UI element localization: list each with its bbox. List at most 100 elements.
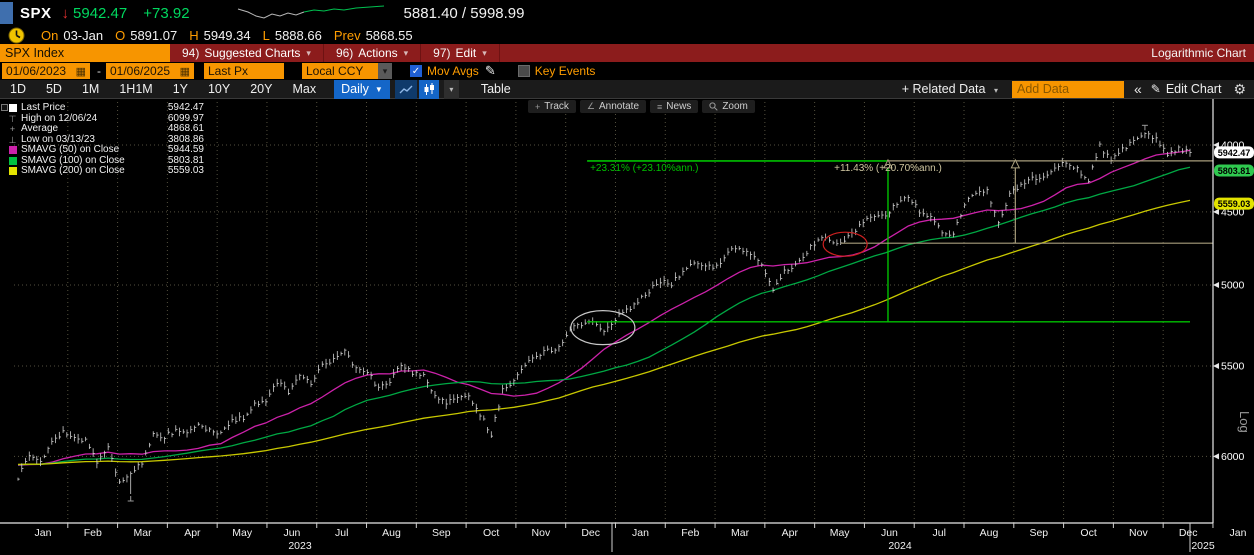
legend-row: Last Price 5942.47: [8, 102, 204, 114]
ticker-symbol: SPX: [20, 4, 52, 22]
legend-row: SMAVG (50) on Close 5944.59: [8, 144, 204, 156]
legend-value: 5944.59: [167, 144, 204, 155]
legend-value: 4868.61: [167, 123, 204, 134]
currency-select[interactable]: Local CCY: [302, 63, 378, 79]
legend-row: SMAVG (100) on Close 5803.81: [8, 155, 204, 167]
low-label: L: [262, 27, 270, 43]
price-chart-canvas[interactable]: +23.31% (+23.10%ann.) +11.43% (+20.70%ann…: [0, 99, 1254, 555]
svg-text:Oct: Oct: [483, 527, 499, 539]
range-button-max[interactable]: Max: [292, 82, 317, 96]
legend-marker-low: ⊥: [8, 134, 17, 145]
price-type-select[interactable]: Last Px: [204, 63, 284, 79]
menu-item-actions[interactable]: 96) Actions ▾: [324, 44, 422, 62]
menu-item-edit[interactable]: 97) Edit ▾: [421, 44, 500, 62]
legend-marker-square: [8, 167, 17, 176]
range-button-1d[interactable]: 1D: [10, 82, 26, 96]
chart-floating-toolbar: + Track ∠ Annotate ≡ News Zoom: [528, 100, 759, 113]
chart-tool-zoom[interactable]: Zoom: [702, 100, 755, 113]
calendar-icon[interactable]: ▦: [75, 65, 86, 78]
range-button-5d[interactable]: 5D: [45, 82, 62, 96]
add-data-input[interactable]: Add Data: [1011, 80, 1124, 98]
related-data-button[interactable]: + Related Data ▾: [902, 82, 998, 96]
chart-tool-annotate[interactable]: ∠ Annotate: [579, 100, 647, 113]
chart-mode-label: Logarithmic Chart: [1151, 46, 1246, 60]
mov-avgs-checkbox[interactable]: ✓: [410, 65, 422, 77]
candle-chart-type-button[interactable]: [418, 79, 439, 99]
svg-text:Aug: Aug: [980, 527, 999, 539]
svg-text:Jun: Jun: [881, 527, 898, 539]
quote-header-row: SPX ↓ 5942.47 +73.92 5881.40 / 5998.99: [0, 0, 1254, 26]
range-button-10y[interactable]: 10Y: [207, 82, 231, 96]
menu-shortcut-number: 96): [335, 46, 354, 60]
chart-area[interactable]: +23.31% (+23.10%ann.) +11.43% (+20.70%ann…: [0, 99, 1254, 555]
svg-text:Jan: Jan: [632, 527, 649, 539]
legend-value: 6099.97: [167, 112, 204, 124]
line-chart-icon: [399, 85, 413, 93]
menu-items: 94) Suggested Charts ▾ 96) Actions ▾ 97) Edit ▾: [170, 44, 500, 62]
svg-text:May: May: [232, 527, 253, 539]
menu-item-label: Edit: [455, 46, 477, 60]
period-select[interactable]: Daily ▼: [334, 79, 390, 99]
range-button-1h1m[interactable]: 1H1M: [119, 82, 153, 96]
svg-text:Sep: Sep: [432, 527, 451, 539]
key-events-label[interactable]: Key Events: [534, 64, 596, 78]
svg-text:Feb: Feb: [681, 527, 699, 539]
legend-marker-avg: +: [9, 124, 16, 134]
edit-chart-button[interactable]: ✎ Edit Chart: [1151, 82, 1222, 96]
svg-text:Dec: Dec: [1179, 527, 1198, 539]
security-field[interactable]: SPX Index: [0, 44, 170, 62]
chart-tool-track[interactable]: + Track: [528, 100, 576, 113]
period-value: Daily: [341, 82, 369, 96]
svg-text:2024: 2024: [888, 540, 912, 552]
svg-text:Nov: Nov: [532, 527, 551, 539]
calendar-icon[interactable]: ▦: [179, 65, 190, 78]
legend-label: High on 12/06/24: [21, 112, 98, 124]
legend-value: 3808.86: [167, 133, 204, 145]
settings-gear-icon[interactable]: ⚙: [1233, 80, 1246, 97]
svg-text:Sep: Sep: [1029, 527, 1048, 539]
date-to-input[interactable]: 01/06/2025 ▦: [106, 63, 194, 79]
on-date: 03-Jan: [63, 27, 104, 43]
mov-avgs-edit-icon[interactable]: ✎: [484, 63, 496, 78]
range-button-20y[interactable]: 20Y: [250, 82, 273, 96]
mov-avgs-label[interactable]: Mov Avgs: [427, 64, 479, 78]
range-button-1m[interactable]: 1M: [81, 82, 100, 96]
date-to-value: 01/06/2025: [110, 64, 171, 78]
date-from-input[interactable]: 01/06/2023 ▦: [2, 63, 90, 79]
table-button[interactable]: Table: [480, 82, 511, 96]
date-range-separator: -: [97, 64, 101, 78]
candlestick-icon: [424, 82, 434, 95]
svg-text:Jul: Jul: [933, 527, 946, 539]
legend-label: SMAVG (200) on Close: [21, 165, 125, 176]
legend-row: ⊥ Low on 03/13/23 3808.86: [8, 133, 204, 146]
currency-dropdown-icon[interactable]: ▾: [378, 63, 392, 79]
last-price: 5942.47: [73, 4, 128, 22]
svg-text:Dec: Dec: [581, 527, 600, 539]
key-events-checkbox[interactable]: [517, 65, 530, 77]
chart-type-dropdown-icon[interactable]: ▾: [443, 79, 459, 99]
range-button-1y[interactable]: 1Y: [172, 82, 188, 96]
legend-row: ⊤ High on 12/06/24 6099.97: [8, 112, 204, 125]
range-buttons: 1D 5D 1M 1H1M 1Y 10Y 20Y Max: [0, 82, 326, 96]
intraday-sparkline: [237, 5, 384, 19]
legend-value: 5942.47: [167, 102, 204, 113]
svg-text:2023: 2023: [288, 540, 312, 552]
low-value: 5888.66: [274, 27, 322, 43]
legend-row: SMAVG (200) on Close 5559.03: [8, 165, 204, 177]
svg-text:5559.03: 5559.03: [1218, 199, 1251, 209]
open-label: O: [115, 27, 126, 43]
chart-tool-news[interactable]: ≡ News: [650, 100, 699, 113]
collapse-panel-icon[interactable]: «: [1133, 81, 1142, 97]
svg-text:Mar: Mar: [731, 527, 750, 539]
svg-text:Jan: Jan: [35, 527, 52, 539]
down-arrow-icon: ↓: [61, 4, 70, 22]
legend-collapse-icon[interactable]: [1, 104, 8, 111]
svg-text:Apr: Apr: [782, 527, 799, 539]
high-label: H: [189, 27, 199, 43]
panel-tab-icon: [0, 2, 13, 24]
related-data-label: + Related Data: [901, 82, 986, 96]
legend-label: SMAVG (50) on Close: [21, 144, 120, 155]
menu-item-suggested-charts[interactable]: 94) Suggested Charts ▾: [170, 44, 324, 62]
line-chart-type-button[interactable]: [394, 79, 417, 99]
svg-text:5500: 5500: [1221, 360, 1245, 372]
